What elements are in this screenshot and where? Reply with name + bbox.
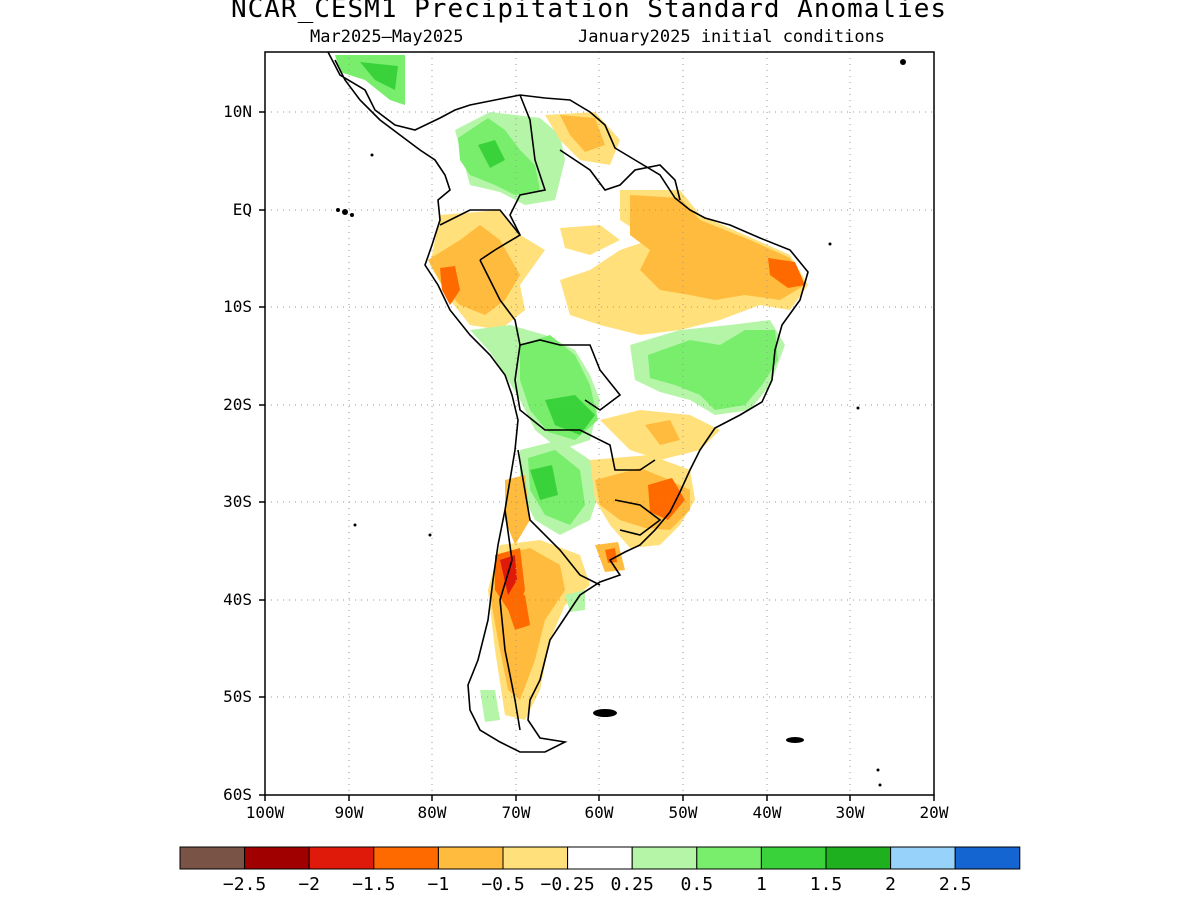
anomaly-blob	[440, 266, 460, 305]
country-border	[479, 259, 622, 411]
anomaly-blob	[505, 595, 530, 630]
colorbar-swatch	[631, 846, 698, 870]
lon-label-40w: 40W	[752, 803, 782, 822]
colorbar-label: 1	[755, 874, 767, 895]
colorbar-label: −0.25	[540, 874, 595, 895]
colorbar-label: 2.5	[938, 874, 972, 895]
lat-label-40s: 40S	[223, 590, 252, 609]
lat-label-10s: 10S	[223, 297, 252, 316]
anomaly-blob	[560, 225, 620, 255]
country-border	[517, 449, 601, 586]
colorbar-swatch	[760, 846, 827, 870]
colorbar-label: −2.5	[222, 874, 267, 895]
anomaly-blob	[605, 548, 617, 563]
country-border	[559, 149, 681, 201]
lon-label-20w: 20W	[919, 803, 949, 822]
anomaly-field	[328, 52, 808, 752]
lat-label-60s: 60S	[223, 785, 252, 804]
anomaly-blob	[505, 475, 530, 545]
islands	[336, 59, 906, 787]
lat-label-20s: 20S	[223, 395, 252, 414]
colorbar-swatch	[696, 846, 762, 870]
lon-label-90w: 90W	[334, 803, 364, 822]
colorbar-swatch	[825, 846, 892, 870]
axis-ticks	[259, 111, 935, 801]
anomaly-blob	[530, 465, 558, 500]
anomaly-blob	[360, 62, 398, 90]
country-border	[499, 509, 521, 731]
colorbar-label: −1	[427, 874, 450, 895]
colorbar	[179, 846, 1021, 870]
country-border	[509, 94, 547, 236]
coastlines	[327, 52, 809, 753]
anomaly-blob	[545, 395, 595, 435]
colorbar-label: 1.5	[809, 874, 843, 895]
anomaly-blob	[480, 690, 500, 722]
colorbar-swatch	[244, 846, 310, 870]
colorbar-label: −1.5	[352, 874, 396, 895]
lon-label-100w: 100W	[245, 803, 285, 822]
lat-label-30s: 30S	[223, 492, 252, 511]
colorbar-swatch	[567, 846, 633, 870]
colorbar-swatch	[502, 846, 569, 870]
anomaly-blob	[630, 195, 805, 300]
colorbar-swatch	[437, 846, 504, 870]
lon-label-30w: 30W	[835, 803, 865, 822]
lat-label-eq: EQ	[232, 200, 252, 219]
map-title: NCAR_CESM1 Precipitation Standard Anomal…	[230, 0, 948, 24]
lat-label-10n: 10N	[223, 102, 252, 121]
lon-label-50w: 50W	[668, 803, 698, 822]
colorbar-label: −0.5	[481, 874, 525, 895]
colorbar-swatch	[954, 846, 1021, 870]
colorbar-swatch	[373, 846, 439, 870]
colorbar-label: 0.5	[680, 874, 714, 895]
anomaly-blob	[648, 330, 778, 410]
country-border	[439, 209, 522, 261]
anomaly-blob	[478, 140, 505, 168]
colorbar-label: 0.25	[610, 874, 654, 895]
country-border	[514, 344, 656, 471]
colorbar-label: 2	[885, 874, 897, 895]
anomaly-blob	[648, 478, 685, 520]
initial-conditions: January2025 initial conditions	[578, 27, 886, 47]
country-border	[614, 499, 662, 536]
anomaly-blob	[645, 420, 680, 445]
colorbar-label: −2	[298, 874, 321, 895]
lon-label-60w: 60W	[584, 803, 614, 822]
lon-label-70w: 70W	[501, 803, 531, 822]
colorbar-swatch	[179, 846, 246, 870]
anomaly-blob	[560, 115, 605, 152]
colorbar-swatch	[308, 846, 375, 870]
anomaly-blob	[500, 555, 517, 595]
lat-label-50s: 50S	[223, 687, 252, 706]
continent-outline	[327, 52, 809, 753]
anomaly-blob	[768, 258, 805, 288]
lon-label-80w: 80W	[417, 803, 447, 822]
forecast-period: Mar2025–May2025	[310, 27, 464, 47]
colorbar-swatch	[890, 846, 956, 870]
